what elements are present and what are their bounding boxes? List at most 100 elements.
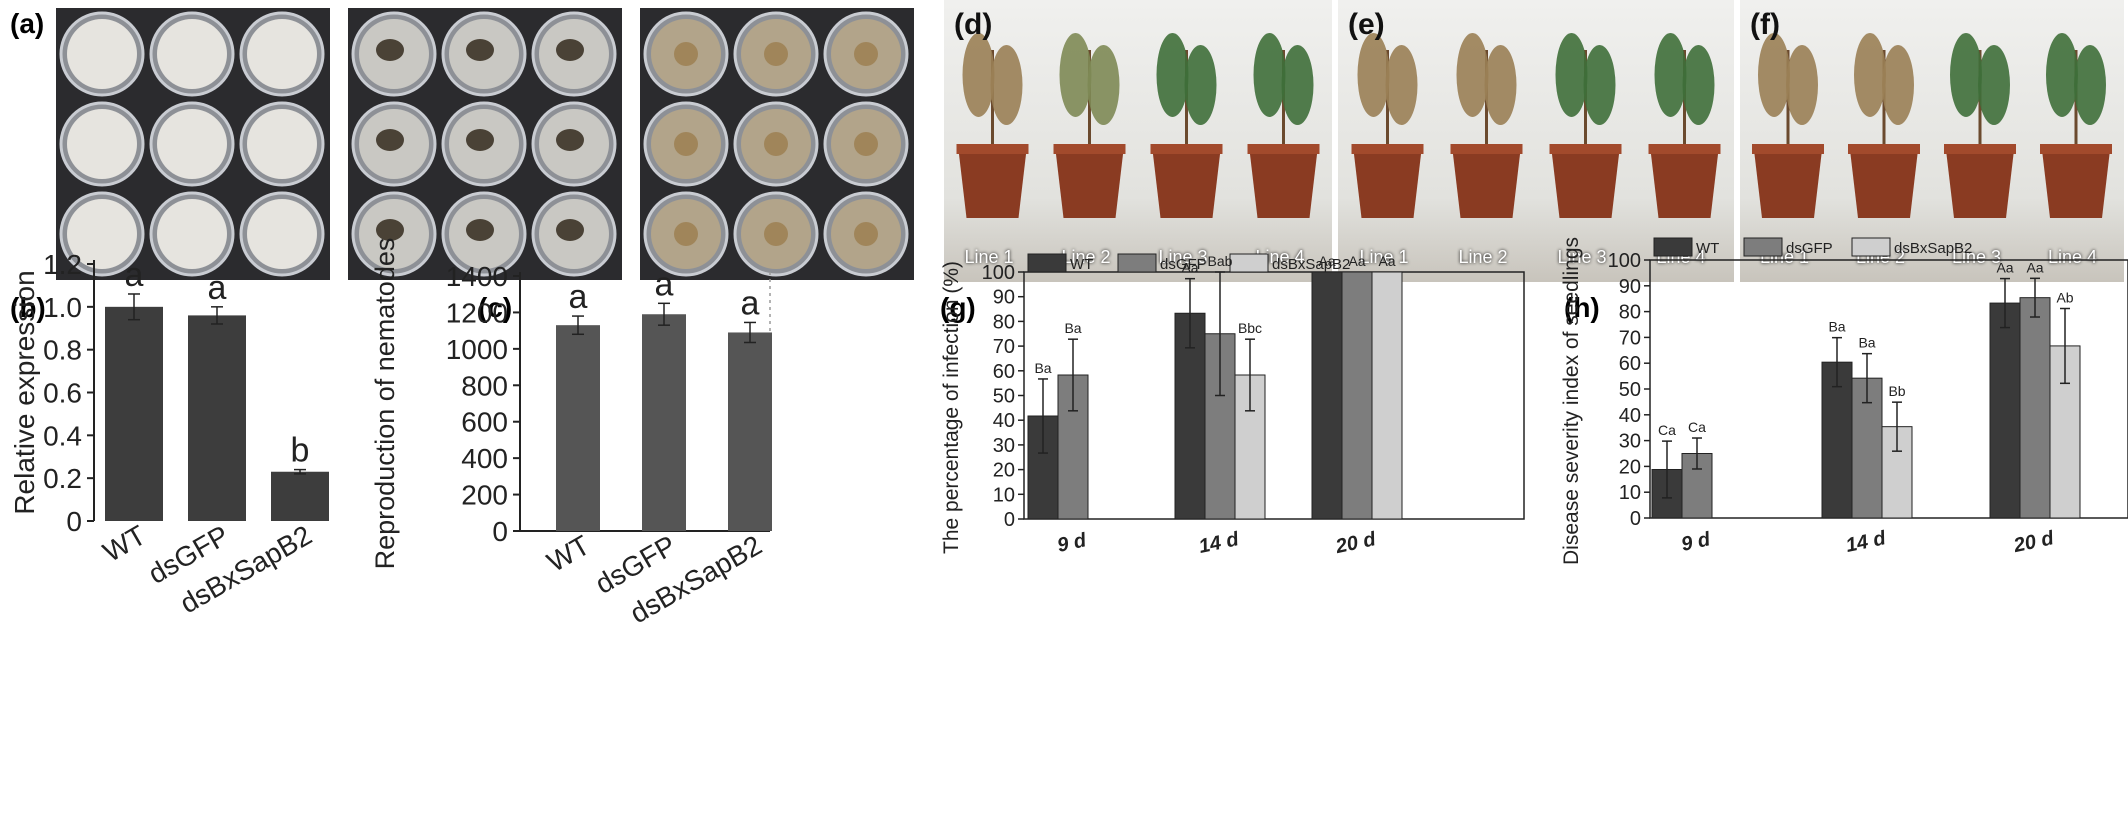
significance-letter: Ba bbox=[1828, 319, 1845, 335]
y-tick-label: 40 bbox=[993, 410, 1015, 432]
y-tick-label: 50 bbox=[1619, 379, 1641, 401]
browning-patch bbox=[556, 219, 584, 241]
seedling-crown bbox=[1758, 33, 1790, 117]
significance-letter: Aa bbox=[2026, 259, 2043, 275]
y-axis-label: Reproduction of nematodes bbox=[370, 238, 400, 570]
browning-patch bbox=[854, 42, 878, 66]
seedling-crown bbox=[1682, 45, 1715, 125]
y-tick-label: 90 bbox=[993, 287, 1015, 309]
seedling-crown bbox=[1583, 45, 1616, 125]
flower-pot bbox=[1055, 150, 1124, 218]
browning-patch bbox=[376, 39, 404, 61]
significance-letter: b bbox=[291, 432, 310, 470]
flower-pot-rim bbox=[1053, 144, 1126, 154]
seedling-crown bbox=[1854, 33, 1886, 117]
y-tick-label: 10 bbox=[1619, 482, 1641, 504]
significance-letter: Ab bbox=[2056, 290, 2073, 306]
significance-letter: Ba bbox=[1034, 360, 1051, 376]
flower-pot bbox=[1249, 150, 1318, 218]
y-tick-label: 0 bbox=[1630, 508, 1641, 530]
seedlings-photo-e: (e) Line 1 Line 2 Line 3 Line 4 bbox=[1338, 0, 1734, 282]
line-label: Line 3 bbox=[1952, 247, 2002, 267]
seedling-crown bbox=[1484, 45, 1517, 125]
y-tick-label: 400 bbox=[461, 443, 508, 474]
browning-patch bbox=[854, 222, 878, 246]
seedlings-photo-f: (f) Line 1 Line 2 Line 3 Line 4 bbox=[1740, 0, 2124, 282]
bar bbox=[1371, 271, 1403, 520]
browning-patch bbox=[556, 129, 584, 151]
legend-label: dsGFP bbox=[1160, 256, 1207, 273]
bar bbox=[642, 314, 686, 531]
significance-letter: Aa bbox=[1348, 253, 1365, 269]
bar bbox=[271, 471, 329, 521]
y-tick-label: 90 bbox=[1619, 276, 1641, 298]
petri-dish-grid bbox=[351, 11, 617, 277]
y-tick-label: 70 bbox=[1619, 327, 1641, 349]
seedling-crown bbox=[1456, 33, 1489, 117]
fungal-lawn bbox=[247, 109, 317, 179]
seedling-crown bbox=[1087, 45, 1120, 125]
y-tick-label: 600 bbox=[461, 407, 508, 438]
x-tick-label: WT bbox=[98, 519, 151, 568]
significance-letter: a bbox=[208, 269, 227, 307]
significance-letter: Aa bbox=[1181, 260, 1198, 276]
fungal-lawn bbox=[247, 19, 317, 89]
flower-pot-rim bbox=[1351, 144, 1424, 154]
flower-pot bbox=[1850, 150, 1918, 218]
browning-patch bbox=[376, 219, 404, 241]
panel-label-h: (h) bbox=[1564, 292, 1600, 323]
legend-label: WT bbox=[1696, 240, 1719, 257]
y-tick-label: 0.2 bbox=[43, 463, 82, 494]
significance-letter: Aa bbox=[1318, 253, 1335, 269]
seedling-crown bbox=[1156, 33, 1189, 117]
y-tick-label: 800 bbox=[461, 370, 508, 401]
browning-patch bbox=[674, 42, 698, 66]
browning-patch bbox=[674, 132, 698, 156]
significance-letter: Bab bbox=[1208, 253, 1233, 269]
fungal-lawn bbox=[157, 19, 227, 89]
x-tick-label: 9 d bbox=[1679, 528, 1713, 556]
flower-pot bbox=[1152, 150, 1221, 218]
y-tick-label: 0 bbox=[1004, 509, 1015, 531]
y-tick-label: 0 bbox=[66, 506, 82, 537]
significance-letter: a bbox=[741, 284, 760, 322]
legend-label: dsGFP bbox=[1786, 240, 1833, 257]
seedling-crown bbox=[1357, 33, 1390, 117]
flower-pot bbox=[1353, 150, 1422, 218]
browning-patch bbox=[764, 132, 788, 156]
y-tick-label: 1.0 bbox=[43, 292, 82, 323]
y-tick-label: 1000 bbox=[446, 334, 508, 365]
legend-swatch bbox=[1653, 237, 1693, 257]
significance-letter: a bbox=[655, 265, 674, 303]
flower-pot-rim bbox=[1752, 144, 1824, 154]
seedling-crown bbox=[1555, 33, 1588, 117]
flower-pot bbox=[2042, 150, 2110, 218]
seedling-crown bbox=[2046, 33, 2078, 117]
seedling-crown bbox=[990, 45, 1023, 125]
legend-swatch bbox=[1229, 253, 1269, 273]
bar bbox=[1989, 302, 2021, 519]
significance-letter: Bb bbox=[1888, 383, 1905, 399]
panel-label-c: (c) bbox=[478, 292, 513, 323]
line-label: Line 3 bbox=[1158, 247, 1208, 267]
seedling-crown bbox=[1281, 45, 1314, 125]
line-label: Line 2 bbox=[1458, 247, 1508, 267]
legend-swatch bbox=[1027, 253, 1067, 273]
petri-dish-group-2 bbox=[348, 8, 622, 280]
y-axis-label: Disease severity index of seedlings bbox=[1560, 237, 1583, 565]
significance-letter: Aa bbox=[1378, 253, 1395, 269]
y-tick-label: 40 bbox=[1619, 405, 1641, 427]
flower-pot-rim bbox=[1247, 144, 1320, 154]
flower-pot bbox=[1650, 150, 1719, 218]
flower-pot-rim bbox=[1848, 144, 1920, 154]
legend-label: WT bbox=[1070, 256, 1093, 273]
browning-patch bbox=[764, 42, 788, 66]
browning-patch bbox=[466, 129, 494, 151]
panel-label-d: (d) bbox=[954, 8, 993, 41]
panel-label-a: (a) bbox=[10, 8, 45, 39]
seedling-crown bbox=[1882, 45, 1914, 125]
chart-disease-severity: 0 10 20 30 40 50 60 70 80 90 100 Disease severity i… bbox=[1560, 237, 2128, 565]
flower-pot-rim bbox=[1944, 144, 2016, 154]
browning-patch bbox=[764, 222, 788, 246]
